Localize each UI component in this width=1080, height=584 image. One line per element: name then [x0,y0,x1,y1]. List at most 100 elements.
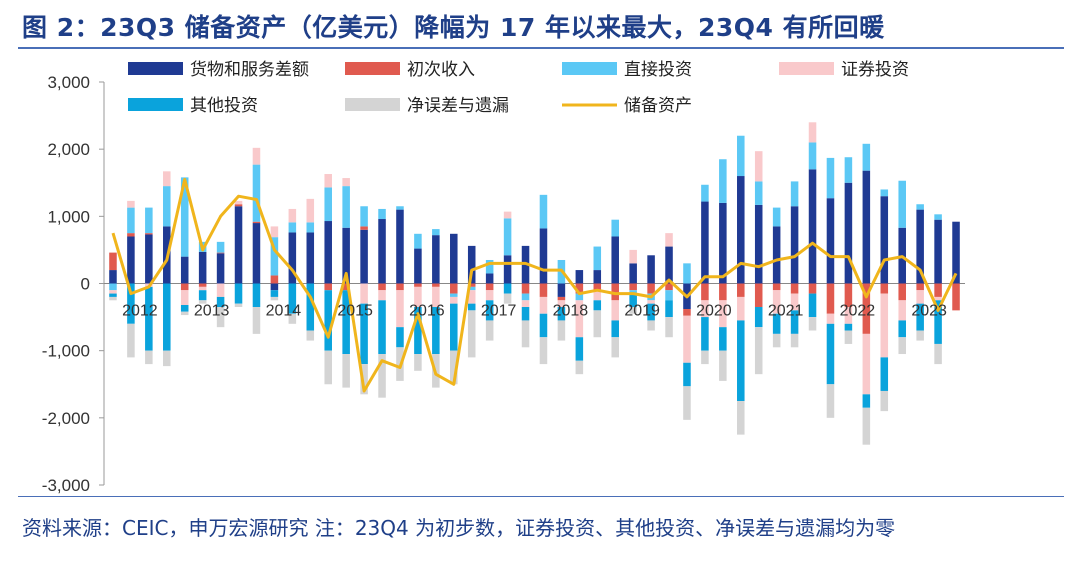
bar-segment [306,283,315,331]
bar-segment [234,283,243,304]
bar-segment [557,296,566,301]
y-tick-label: 0 [81,275,90,294]
x-tick-label: 2017 [481,303,517,320]
bar-segment [109,290,117,294]
bar-segment [611,300,619,321]
x-tick-label: 2013 [194,303,230,320]
bar-segment [378,283,386,291]
bar-segment [629,283,637,291]
bar-segment [790,293,799,311]
bar-segment [432,286,440,308]
bar-segment [862,394,871,408]
bar-segment [880,357,889,391]
bar-segment [719,159,727,203]
bar-segment [665,246,673,284]
bar-segment [826,313,835,324]
bar-segment [127,207,135,234]
bar-segment [898,180,906,228]
bar-segment [396,283,404,291]
bar-segment [647,303,655,321]
bar-segment [629,290,637,294]
bar-segment [880,293,889,358]
y-tick-label: -3,000 [42,476,90,495]
bar-segment [414,233,422,249]
bar-segment [754,181,763,205]
x-tick-label: 2012 [122,303,158,320]
bar-segment [485,320,494,341]
bar-segment [270,296,279,301]
x-tick-label: 2016 [409,303,445,320]
bar-segment [485,290,494,301]
title-underline [18,47,1064,49]
y-tick-label: -2,000 [42,409,90,428]
bar-segment [270,275,279,284]
bar-segment [342,178,350,187]
bar-segment [719,202,727,284]
bar-segment [916,330,924,341]
x-tick-label: 2023 [911,303,947,320]
bar-segment [611,337,619,358]
bar-segment [880,196,889,284]
bar-segment [288,313,297,324]
bar-segment [629,293,637,308]
bar-segment [485,273,494,284]
bar-segment [503,211,512,219]
bar-segment [808,142,817,170]
bar-segment [665,317,673,338]
bar-segment [772,313,781,334]
legend-swatch [345,62,400,75]
bar-segment [342,227,350,284]
bar-segment [450,233,458,284]
bar-segment [378,300,386,355]
bar-segment [396,290,404,328]
bar-segment [844,323,853,331]
bar-segment [180,290,189,305]
bar-segment [880,390,889,412]
bar-segment [647,300,655,304]
bar-segment [665,300,673,318]
bar-segment [557,320,566,341]
bar-segment [772,207,781,227]
bar-segment [324,283,332,291]
bar-segment [414,354,422,371]
bar-segment [145,234,153,284]
x-tick-label: 2019 [624,303,660,320]
bar-segment [844,283,853,308]
bar-segment [701,350,709,365]
bar-segment [898,320,906,338]
bar-segment [485,283,494,291]
bar-segment [952,283,960,311]
bar-segment [163,350,171,367]
bar-segment [163,171,171,187]
y-tick-label: 3,000 [47,73,90,92]
bar-segment [216,283,225,297]
legend-label: 储备资产 [624,96,692,116]
bar-segment [808,293,817,318]
bar-segment [342,354,350,388]
bar-segment [934,219,942,284]
bar-segment [844,157,853,183]
bar-segment [306,222,315,233]
bar-segment [432,229,440,236]
bar-segment [324,350,332,385]
bar-segment [163,283,171,351]
bar-segment [754,204,763,284]
bar-segment [611,283,619,301]
bar-segment [342,186,350,228]
bar-segment [629,263,637,284]
legend-swatch [128,98,183,111]
bar-segment [934,343,942,365]
bar-segment [683,309,691,316]
bar-segment [683,263,691,284]
bar-segment [306,198,315,223]
bar-segment [808,122,817,143]
bar-segment [611,320,619,338]
bar-segment [521,320,530,348]
bar-segment [862,143,871,171]
bar-segment [109,270,117,284]
legend-swatch [345,98,400,111]
bar-segment [772,226,781,284]
bar-segment [647,283,655,294]
bar-segment [450,293,458,297]
